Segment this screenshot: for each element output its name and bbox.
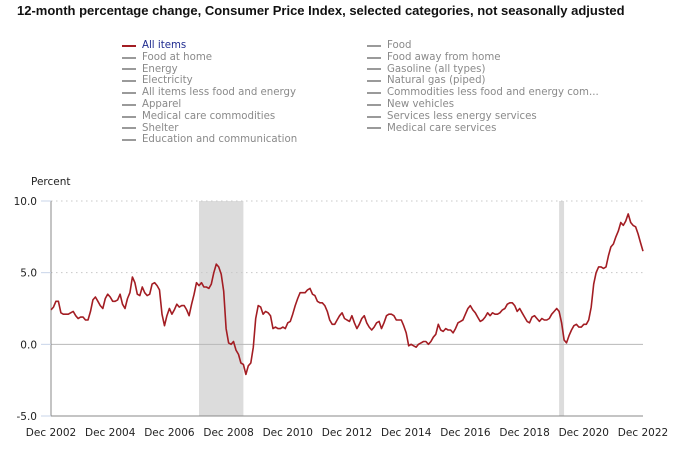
x-tick-label: Dec 2010 (263, 427, 313, 439)
legend-line-swatch (367, 68, 381, 71)
legend-item-shelter[interactable]: Shelter (122, 123, 297, 135)
legend-line-swatch (122, 44, 136, 47)
legend-label: Medical care commodities (142, 110, 276, 122)
x-tick-label: Dec 2020 (559, 427, 609, 439)
legend-label: Medical care services (387, 122, 497, 134)
recession-band (199, 201, 244, 416)
x-tick-label: Dec 2008 (203, 427, 253, 439)
axes (41, 200, 643, 417)
legend-label: Natural gas (piped) (387, 75, 486, 87)
legend-label: Commodities less food and energy com... (387, 87, 599, 99)
recession-band (559, 201, 565, 416)
legend-label: New vehicles (387, 98, 455, 110)
legend-line-swatch (122, 115, 136, 118)
legend-line-swatch (122, 92, 136, 95)
legend-item-medical-care-commodities[interactable]: Medical care commodities (122, 111, 297, 123)
y-tick-label: 5.0 (20, 268, 37, 280)
legend-line-swatch (122, 80, 136, 83)
y-tick-label: 10.0 (14, 196, 37, 208)
legend-line-swatch (367, 115, 381, 118)
legend-label: All items less food and energy (142, 87, 297, 99)
series-line-all-items (50, 213, 644, 376)
legend-label: Shelter (142, 122, 179, 134)
legend-label: Food at home (142, 51, 213, 63)
legend-item-all-items[interactable]: All items (122, 40, 297, 52)
legend-line-swatch (367, 103, 381, 106)
legend-column-2: Food Food away from home Gasoline (all t… (367, 40, 599, 134)
x-tick-label: Dec 2022 (618, 427, 668, 439)
legend-label: Apparel (142, 98, 182, 110)
legend-item-services-less-energy-services[interactable]: Services less energy services (367, 111, 599, 123)
y-axis-label: Percent (31, 176, 71, 188)
legend-label: Energy (142, 63, 178, 75)
legend-item-apparel[interactable]: Apparel (122, 99, 297, 111)
legend-line-swatch (367, 80, 381, 83)
legend-label: Food away from home (387, 51, 501, 63)
legend-column-1: All items Food at home Energy Electricit… (122, 40, 297, 146)
x-tick-label: Dec 2014 (381, 427, 432, 439)
x-tick-label: Dec 2004 (85, 427, 136, 439)
legend-line-swatch (122, 56, 136, 59)
y-tick-label: 0.0 (20, 339, 37, 351)
legend-label: Electricity (142, 75, 193, 87)
legend-label: Gasoline (all types) (387, 63, 486, 75)
legend-item-electricity[interactable]: Electricity (122, 75, 297, 87)
legend-line-swatch (367, 127, 381, 130)
y-tick-labels: 10.0 5.0 0.0 -5.0 (14, 196, 37, 423)
legend-line-swatch (367, 56, 381, 59)
legend-item-medical-care-services[interactable]: Medical care services (367, 123, 599, 135)
legend-item-new-vehicles[interactable]: New vehicles (367, 99, 599, 111)
legend-line-swatch (122, 127, 136, 130)
series (50, 213, 644, 376)
x-tick-labels: Dec 2002 Dec 2004 Dec 2006 Dec 2008 Dec 2010… (26, 427, 668, 439)
legend-line-swatch (122, 68, 136, 71)
gridlines (51, 200, 643, 345)
legend-line-swatch (122, 103, 136, 106)
legend-item-gasoline[interactable]: Gasoline (all types) (367, 64, 599, 76)
recession-bands (199, 201, 565, 416)
legend-item-natural-gas[interactable]: Natural gas (piped) (367, 75, 599, 87)
legend-label: Education and communication (142, 134, 298, 146)
legend-line-swatch (367, 44, 381, 47)
x-tick-label: Dec 2018 (499, 427, 549, 439)
chart-title: 12-month percentage change, Consumer Pri… (17, 3, 625, 18)
legend-item-food[interactable]: Food (367, 40, 599, 52)
legend-item-commodities-less-food-and-energy[interactable]: Commodities less food and energy com... (367, 87, 599, 99)
legend-line-swatch (367, 92, 381, 95)
legend-label: Food (387, 40, 412, 51)
legend-label: All items (142, 40, 187, 51)
x-tick-label: Dec 2006 (144, 427, 195, 439)
legend-item-energy[interactable]: Energy (122, 64, 297, 76)
x-tick-label: Dec 2012 (322, 427, 372, 439)
legend-item-food-at-home[interactable]: Food at home (122, 52, 297, 64)
legend-item-food-away-from-home[interactable]: Food away from home (367, 52, 599, 64)
x-tick-label: Dec 2002 (26, 427, 76, 439)
legend-line-swatch (122, 139, 136, 142)
legend-label: Services less energy services (387, 110, 537, 122)
y-tick-label: -5.0 (17, 411, 38, 423)
legend-item-education-and-communication[interactable]: Education and communication (122, 134, 297, 146)
x-tick-label: Dec 2016 (440, 427, 491, 439)
legend-item-all-items-less-food-and-energy[interactable]: All items less food and energy (122, 87, 297, 99)
